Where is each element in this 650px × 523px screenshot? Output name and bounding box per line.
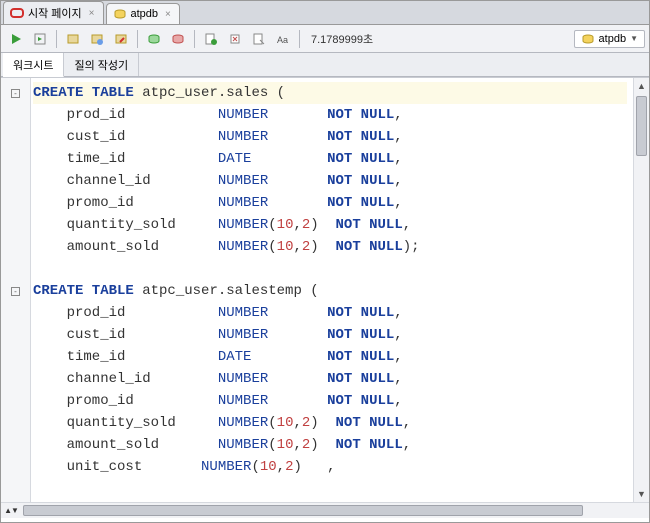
case-button[interactable]: Aa bbox=[272, 28, 294, 50]
code-line[interactable]: promo_id NUMBER NOT NULL, bbox=[33, 390, 627, 412]
gutter-line bbox=[1, 346, 30, 368]
gutter-line bbox=[1, 324, 30, 346]
code-line[interactable]: cust_id NUMBER NOT NULL, bbox=[33, 324, 627, 346]
tab-query-builder[interactable]: 질의 작성기 bbox=[64, 53, 139, 76]
rollback-button[interactable] bbox=[167, 28, 189, 50]
fold-toggle[interactable]: - bbox=[11, 287, 20, 296]
code-line[interactable]: quantity_sold NUMBER(10,2) NOT NULL, bbox=[33, 214, 627, 236]
oracle-icon bbox=[10, 6, 24, 20]
code-line[interactable]: channel_id NUMBER NOT NULL, bbox=[33, 368, 627, 390]
close-icon[interactable]: × bbox=[165, 9, 171, 20]
connection-label: atpdb bbox=[599, 33, 627, 45]
splitter-icon[interactable]: ▲▼ bbox=[1, 503, 21, 518]
connection-selector[interactable]: atpdb ▼ bbox=[574, 30, 645, 48]
gutter-line bbox=[1, 104, 30, 126]
scroll-down-icon[interactable]: ▼ bbox=[634, 486, 649, 502]
gutter-line: - bbox=[1, 82, 30, 104]
close-icon[interactable]: × bbox=[89, 8, 95, 19]
chevron-down-icon: ▼ bbox=[630, 34, 638, 43]
gutter-line bbox=[1, 236, 30, 258]
scroll-thumb[interactable] bbox=[636, 96, 647, 156]
gutter-line bbox=[1, 412, 30, 434]
explain-plan-button[interactable] bbox=[62, 28, 84, 50]
code-line[interactable]: prod_id NUMBER NOT NULL, bbox=[33, 302, 627, 324]
code-line[interactable]: time_id DATE NOT NULL, bbox=[33, 346, 627, 368]
code-line[interactable]: unit_cost NUMBER(10,2) , bbox=[33, 456, 627, 478]
gutter-line bbox=[1, 258, 30, 280]
db-icon bbox=[581, 32, 595, 46]
sql-icon bbox=[113, 7, 127, 21]
tab-label: 시작 페이지 bbox=[28, 5, 82, 21]
separator bbox=[194, 30, 195, 48]
code-line[interactable]: amount_sold NUMBER(10,2) NOT NULL, bbox=[33, 434, 627, 456]
commit-button[interactable] bbox=[143, 28, 165, 50]
gutter-line bbox=[1, 456, 30, 478]
separator bbox=[137, 30, 138, 48]
vertical-scrollbar[interactable]: ▲ ▼ bbox=[633, 78, 649, 502]
code-line[interactable]: quantity_sold NUMBER(10,2) NOT NULL, bbox=[33, 412, 627, 434]
tab-atpdb[interactable]: atpdb × bbox=[106, 3, 180, 24]
gutter-line bbox=[1, 192, 30, 214]
gutter-line bbox=[1, 126, 30, 148]
secondary-tab-bar: 워크시트 질의 작성기 bbox=[1, 53, 649, 77]
code-line[interactable]: CREATE TABLE atpc_user.salestemp ( bbox=[33, 280, 627, 302]
code-line[interactable]: promo_id NUMBER NOT NULL, bbox=[33, 192, 627, 214]
unshared-button[interactable] bbox=[200, 28, 222, 50]
gutter-line bbox=[1, 170, 30, 192]
tab-label: atpdb bbox=[131, 8, 159, 20]
code-line[interactable]: cust_id NUMBER NOT NULL, bbox=[33, 126, 627, 148]
tab-worksheet[interactable]: 워크시트 bbox=[3, 53, 64, 77]
tab-bar: 시작 페이지 × atpdb × bbox=[1, 1, 649, 25]
gutter-line bbox=[1, 434, 30, 456]
code-line[interactable] bbox=[33, 258, 627, 280]
gutter-line: - bbox=[1, 280, 30, 302]
gutter-line bbox=[1, 390, 30, 412]
code-line[interactable]: time_id DATE NOT NULL, bbox=[33, 148, 627, 170]
code-line[interactable]: prod_id NUMBER NOT NULL, bbox=[33, 104, 627, 126]
scroll-up-icon[interactable]: ▲ bbox=[634, 78, 649, 94]
gutter-line bbox=[1, 148, 30, 170]
code-area[interactable]: CREATE TABLE atpc_user.sales ( prod_id N… bbox=[31, 78, 633, 502]
hscroll-thumb[interactable] bbox=[23, 505, 583, 516]
autotrace-button[interactable] bbox=[86, 28, 108, 50]
code-line[interactable]: channel_id NUMBER NOT NULL, bbox=[33, 170, 627, 192]
tab-start-page[interactable]: 시작 페이지 × bbox=[3, 1, 104, 24]
gutter-line bbox=[1, 214, 30, 236]
separator bbox=[299, 30, 300, 48]
history-button[interactable] bbox=[248, 28, 270, 50]
gutter: -- bbox=[1, 78, 31, 502]
svg-text:Aa: Aa bbox=[277, 35, 288, 45]
code-line[interactable]: CREATE TABLE atpc_user.sales ( bbox=[33, 82, 627, 104]
elapsed-time: 7.1789999초 bbox=[305, 31, 379, 47]
separator bbox=[56, 30, 57, 48]
editor: -- CREATE TABLE atpc_user.sales ( prod_i… bbox=[1, 77, 649, 502]
main-toolbar: Aa 7.1789999초 atpdb ▼ bbox=[1, 25, 649, 53]
code-line[interactable]: amount_sold NUMBER(10,2) NOT NULL); bbox=[33, 236, 627, 258]
clear-button[interactable] bbox=[224, 28, 246, 50]
sql-tuning-button[interactable] bbox=[110, 28, 132, 50]
run-button[interactable] bbox=[5, 28, 27, 50]
fold-toggle[interactable]: - bbox=[11, 89, 20, 98]
gutter-line bbox=[1, 302, 30, 324]
run-script-button[interactable] bbox=[29, 28, 51, 50]
horizontal-scrollbar[interactable]: ▲▼ bbox=[1, 502, 649, 518]
gutter-line bbox=[1, 368, 30, 390]
